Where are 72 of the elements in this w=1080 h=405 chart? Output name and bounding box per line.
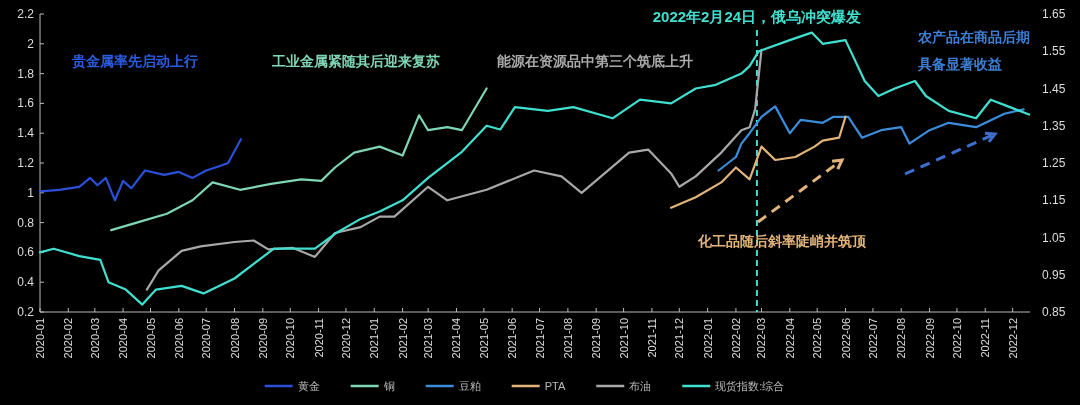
x-tick-label: 2021-01 [368, 318, 381, 359]
y-tick-label: 1.8 [17, 66, 35, 81]
x-tick-label: 2022-02 [729, 318, 742, 359]
x-tick-label: 2020-06 [172, 318, 185, 359]
x-tick-label: 2022-10 [950, 318, 963, 359]
x-tick-label: 2020-10 [284, 318, 297, 359]
x-tick-label: 2021-11 [645, 318, 658, 358]
x-tick-label: 2020-12 [339, 318, 352, 359]
y2-tick-label: 1.05 [1042, 230, 1066, 245]
legend-label: 布油 [629, 380, 652, 392]
line-series [717, 105, 1025, 172]
y-tick-label: 2.2 [17, 7, 35, 21]
x-tick-label: 2022-11 [979, 318, 992, 358]
y-tick-label: 1.4 [17, 126, 35, 141]
y2-tick-label: 1.25 [1042, 156, 1066, 170]
legend-label: 现货指数:综合 [715, 380, 785, 392]
x-tick-label: 2021-08 [561, 318, 574, 359]
x-tick-label: 2022-03 [755, 318, 768, 359]
y-tick-label: 2 [27, 36, 35, 51]
x-tick-label: 2020-07 [200, 318, 213, 359]
y-tick-label: 0.4 [17, 275, 35, 290]
x-tick-label: 2022-07 [866, 318, 879, 359]
x-tick-label: 2021-02 [396, 318, 409, 359]
x-tick-label: 2022-05 [811, 318, 824, 359]
y2-tick-label: 0.95 [1042, 267, 1066, 282]
x-tick-label: 2021-07 [533, 318, 546, 359]
x-tick-label: 2020-08 [228, 318, 241, 359]
x-tick-label: 2021-03 [422, 318, 435, 359]
annotation: 能源在资源品中第三个筑底上升 [497, 53, 693, 69]
y-tick-label: 0.8 [17, 215, 35, 230]
x-tick-label: 2021-05 [477, 318, 490, 359]
x-tick-label: 2020-05 [144, 318, 157, 359]
annotation: 农产品在商品后期具备显著收益 [917, 29, 1030, 72]
y-tick-label: 1.2 [17, 156, 35, 170]
legend-label: 铜 [382, 380, 395, 392]
y-tick-label: 0.6 [17, 245, 35, 260]
y2-tick-label: 1.65 [1042, 7, 1066, 21]
x-tick-label: 2020-11 [312, 318, 325, 358]
annotation: 工业金属紧随其后迎来复苏 [271, 53, 440, 69]
line-series [38, 138, 242, 202]
x-tick-label: 2022-04 [783, 318, 796, 359]
legend-label: 豆粕 [458, 380, 481, 392]
x-tick-label: 2020-03 [88, 318, 101, 359]
x-tick-label: 2021-06 [506, 318, 519, 359]
y2-tick-label: 1.15 [1042, 193, 1066, 208]
x-tick-label: 2022-09 [923, 318, 936, 359]
legend-label: 黄金 [297, 380, 320, 392]
y-tick-label: 0.2 [17, 305, 35, 319]
y2-tick-label: 1.45 [1042, 81, 1066, 96]
x-tick-label: 2020-01 [34, 318, 46, 359]
line-series [670, 115, 847, 209]
y2-tick-label: 0.85 [1042, 305, 1066, 319]
annotation: 化工品随后斜率陡峭并筑顶 [697, 233, 867, 249]
x-tick-label: 2022-01 [701, 318, 714, 359]
x-tick-label: 2021-04 [450, 318, 463, 359]
y-tick-label: 1.6 [17, 96, 35, 111]
ref-line-label: 2022年2月24日，俄乌冲突爆发 [652, 8, 862, 25]
annotation: 贵金属率先启动上行 [71, 53, 198, 69]
line-series [110, 87, 488, 232]
x-tick-label: 2022-12 [1006, 318, 1019, 359]
y2-tick-label: 1.55 [1042, 44, 1066, 59]
x-tick-label: 2021-12 [673, 318, 686, 359]
y-tick-label: 1 [27, 185, 35, 200]
y2-tick-label: 1.35 [1042, 118, 1066, 133]
x-tick-label: 2022-06 [839, 318, 852, 359]
x-tick-label: 2021-10 [617, 318, 630, 359]
x-tick-label: 2020-04 [117, 318, 130, 359]
legend-label: PTA [544, 380, 566, 392]
x-tick-label: 2020-02 [62, 318, 75, 359]
x-tick-label: 2022-08 [895, 318, 908, 359]
x-tick-label: 2021-09 [590, 318, 603, 359]
x-tick-label: 2020-09 [256, 318, 269, 359]
